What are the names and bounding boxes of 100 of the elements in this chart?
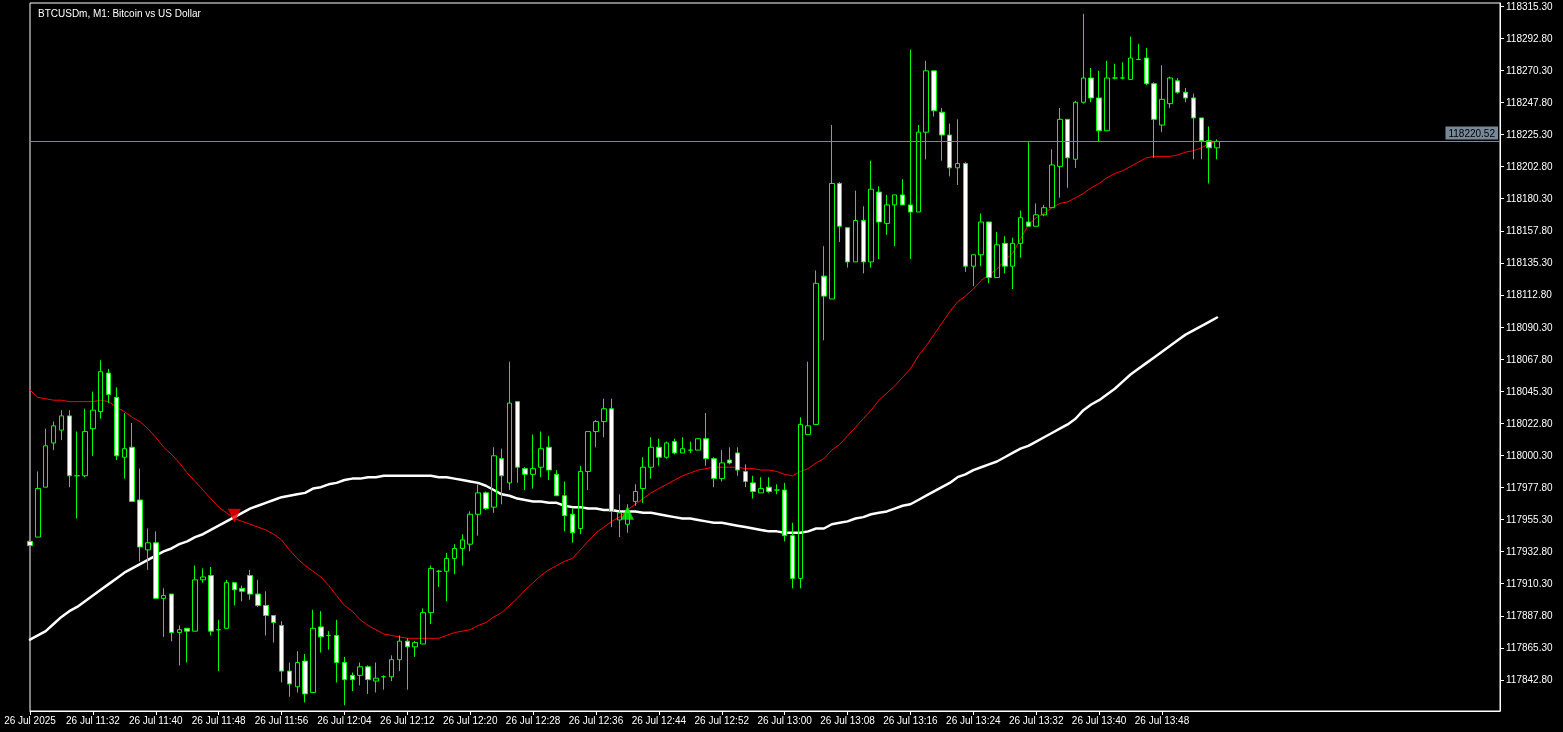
candlestick	[538, 431, 544, 478]
candlestick	[963, 161, 968, 273]
candlestick	[452, 543, 457, 575]
y-tick-label: 117977.80	[1506, 481, 1553, 493]
candlestick	[1214, 138, 1220, 160]
candlestick	[208, 566, 214, 636]
candlestick	[216, 619, 221, 672]
candlestick	[758, 476, 764, 494]
candlestick	[381, 674, 386, 691]
y-tick-label: 118292.80	[1506, 32, 1553, 44]
candlestick	[169, 593, 174, 642]
candlestick	[271, 614, 276, 644]
candlestick	[59, 409, 64, 441]
x-tick-label: 26 Jul 11:32	[66, 714, 121, 726]
x-tick-label: 26 Jul 11:56	[254, 714, 309, 726]
candlestick	[1002, 235, 1008, 274]
candlestick	[1041, 204, 1047, 217]
candlestick	[876, 185, 882, 260]
candlestick	[405, 637, 410, 691]
candlestick	[978, 212, 984, 267]
candlestick	[1167, 76, 1173, 109]
candlestick	[200, 567, 206, 584]
candlestick	[923, 60, 929, 160]
candlestick	[1049, 148, 1055, 209]
x-tick-label: 26 Jul 13:00	[757, 714, 813, 726]
y-tick-label: 118112.80	[1506, 289, 1553, 301]
y-tick-label: 118090.30	[1506, 321, 1553, 333]
candlestick	[460, 533, 465, 567]
x-tick-label: 26 Jul 13:32	[1008, 714, 1064, 726]
candlestick	[122, 412, 127, 480]
candlestick	[1033, 202, 1039, 227]
candlestick	[475, 483, 481, 537]
candlestick	[1151, 81, 1157, 159]
candlestick	[137, 468, 143, 562]
candlestick	[287, 662, 292, 698]
x-tick-label: 26 Jul 12:20	[442, 714, 498, 726]
candlestick	[766, 476, 772, 494]
candlestick	[247, 569, 253, 601]
candlestick	[397, 634, 402, 672]
candlestick	[703, 412, 709, 467]
candlestick	[735, 446, 740, 477]
candlestick	[916, 124, 921, 213]
x-tick-label: 26 Jul 12:04	[317, 714, 373, 726]
x-tick-label: 26 Jul 11:48	[191, 714, 246, 726]
candlestick	[106, 368, 111, 404]
candlestick	[546, 435, 552, 481]
candlestick	[483, 490, 489, 511]
candlestick	[805, 361, 811, 435]
candlestick	[688, 441, 693, 454]
y-tick-label: 118247.80	[1506, 97, 1553, 109]
candlestick	[67, 409, 72, 488]
candlestick	[515, 401, 520, 484]
candlestick	[373, 662, 379, 693]
candlestick	[640, 456, 646, 504]
candlestick	[530, 433, 536, 490]
candlestick	[1081, 13, 1086, 105]
candlestick	[302, 653, 308, 703]
y-tick-label: 118315.30	[1506, 0, 1553, 12]
candlestick	[499, 448, 504, 505]
candlestick	[491, 446, 497, 514]
candlestick	[798, 416, 803, 589]
candlestick	[82, 408, 88, 478]
candlestick	[695, 438, 701, 451]
y-tick-label: 118225.30	[1506, 129, 1553, 141]
candlestick	[955, 118, 960, 186]
candlestick	[255, 579, 261, 608]
candlestick	[350, 672, 355, 692]
candlestick	[1199, 117, 1204, 160]
candlestick	[782, 482, 787, 542]
candlestick	[1144, 47, 1149, 86]
candlestick	[813, 269, 819, 425]
candlestick	[625, 503, 630, 534]
candlestick	[633, 483, 638, 507]
candlestick	[845, 227, 850, 269]
candlestick	[365, 664, 371, 695]
candlestick	[1026, 141, 1031, 227]
candlestick	[578, 465, 583, 535]
y-tick-label: 118180.30	[1506, 193, 1553, 205]
candlestick	[153, 530, 159, 599]
y-tick-label: 118022.80	[1506, 417, 1553, 429]
y-tick-label: 118000.30	[1506, 449, 1553, 461]
candlestick	[467, 510, 473, 552]
candlestick	[1088, 67, 1094, 103]
candlestick	[656, 438, 662, 467]
candlestick	[357, 662, 363, 686]
candlestick	[389, 654, 394, 682]
candlestick	[939, 107, 945, 162]
x-tick-label: 26 Jul 13:48	[1134, 714, 1190, 726]
y-tick-label: 118135.30	[1506, 257, 1553, 269]
candlestick	[908, 48, 913, 260]
candlestick	[868, 160, 874, 269]
candlestick	[295, 650, 300, 693]
candlestick	[436, 569, 442, 588]
candlestick	[900, 178, 905, 206]
candlestick	[601, 398, 607, 438]
candlestick	[554, 469, 559, 497]
candlestick	[853, 190, 858, 263]
candlestick	[1065, 118, 1070, 189]
y-tick-label: 117842.80	[1506, 674, 1553, 686]
y-tick-label: 117865.30	[1506, 642, 1553, 654]
